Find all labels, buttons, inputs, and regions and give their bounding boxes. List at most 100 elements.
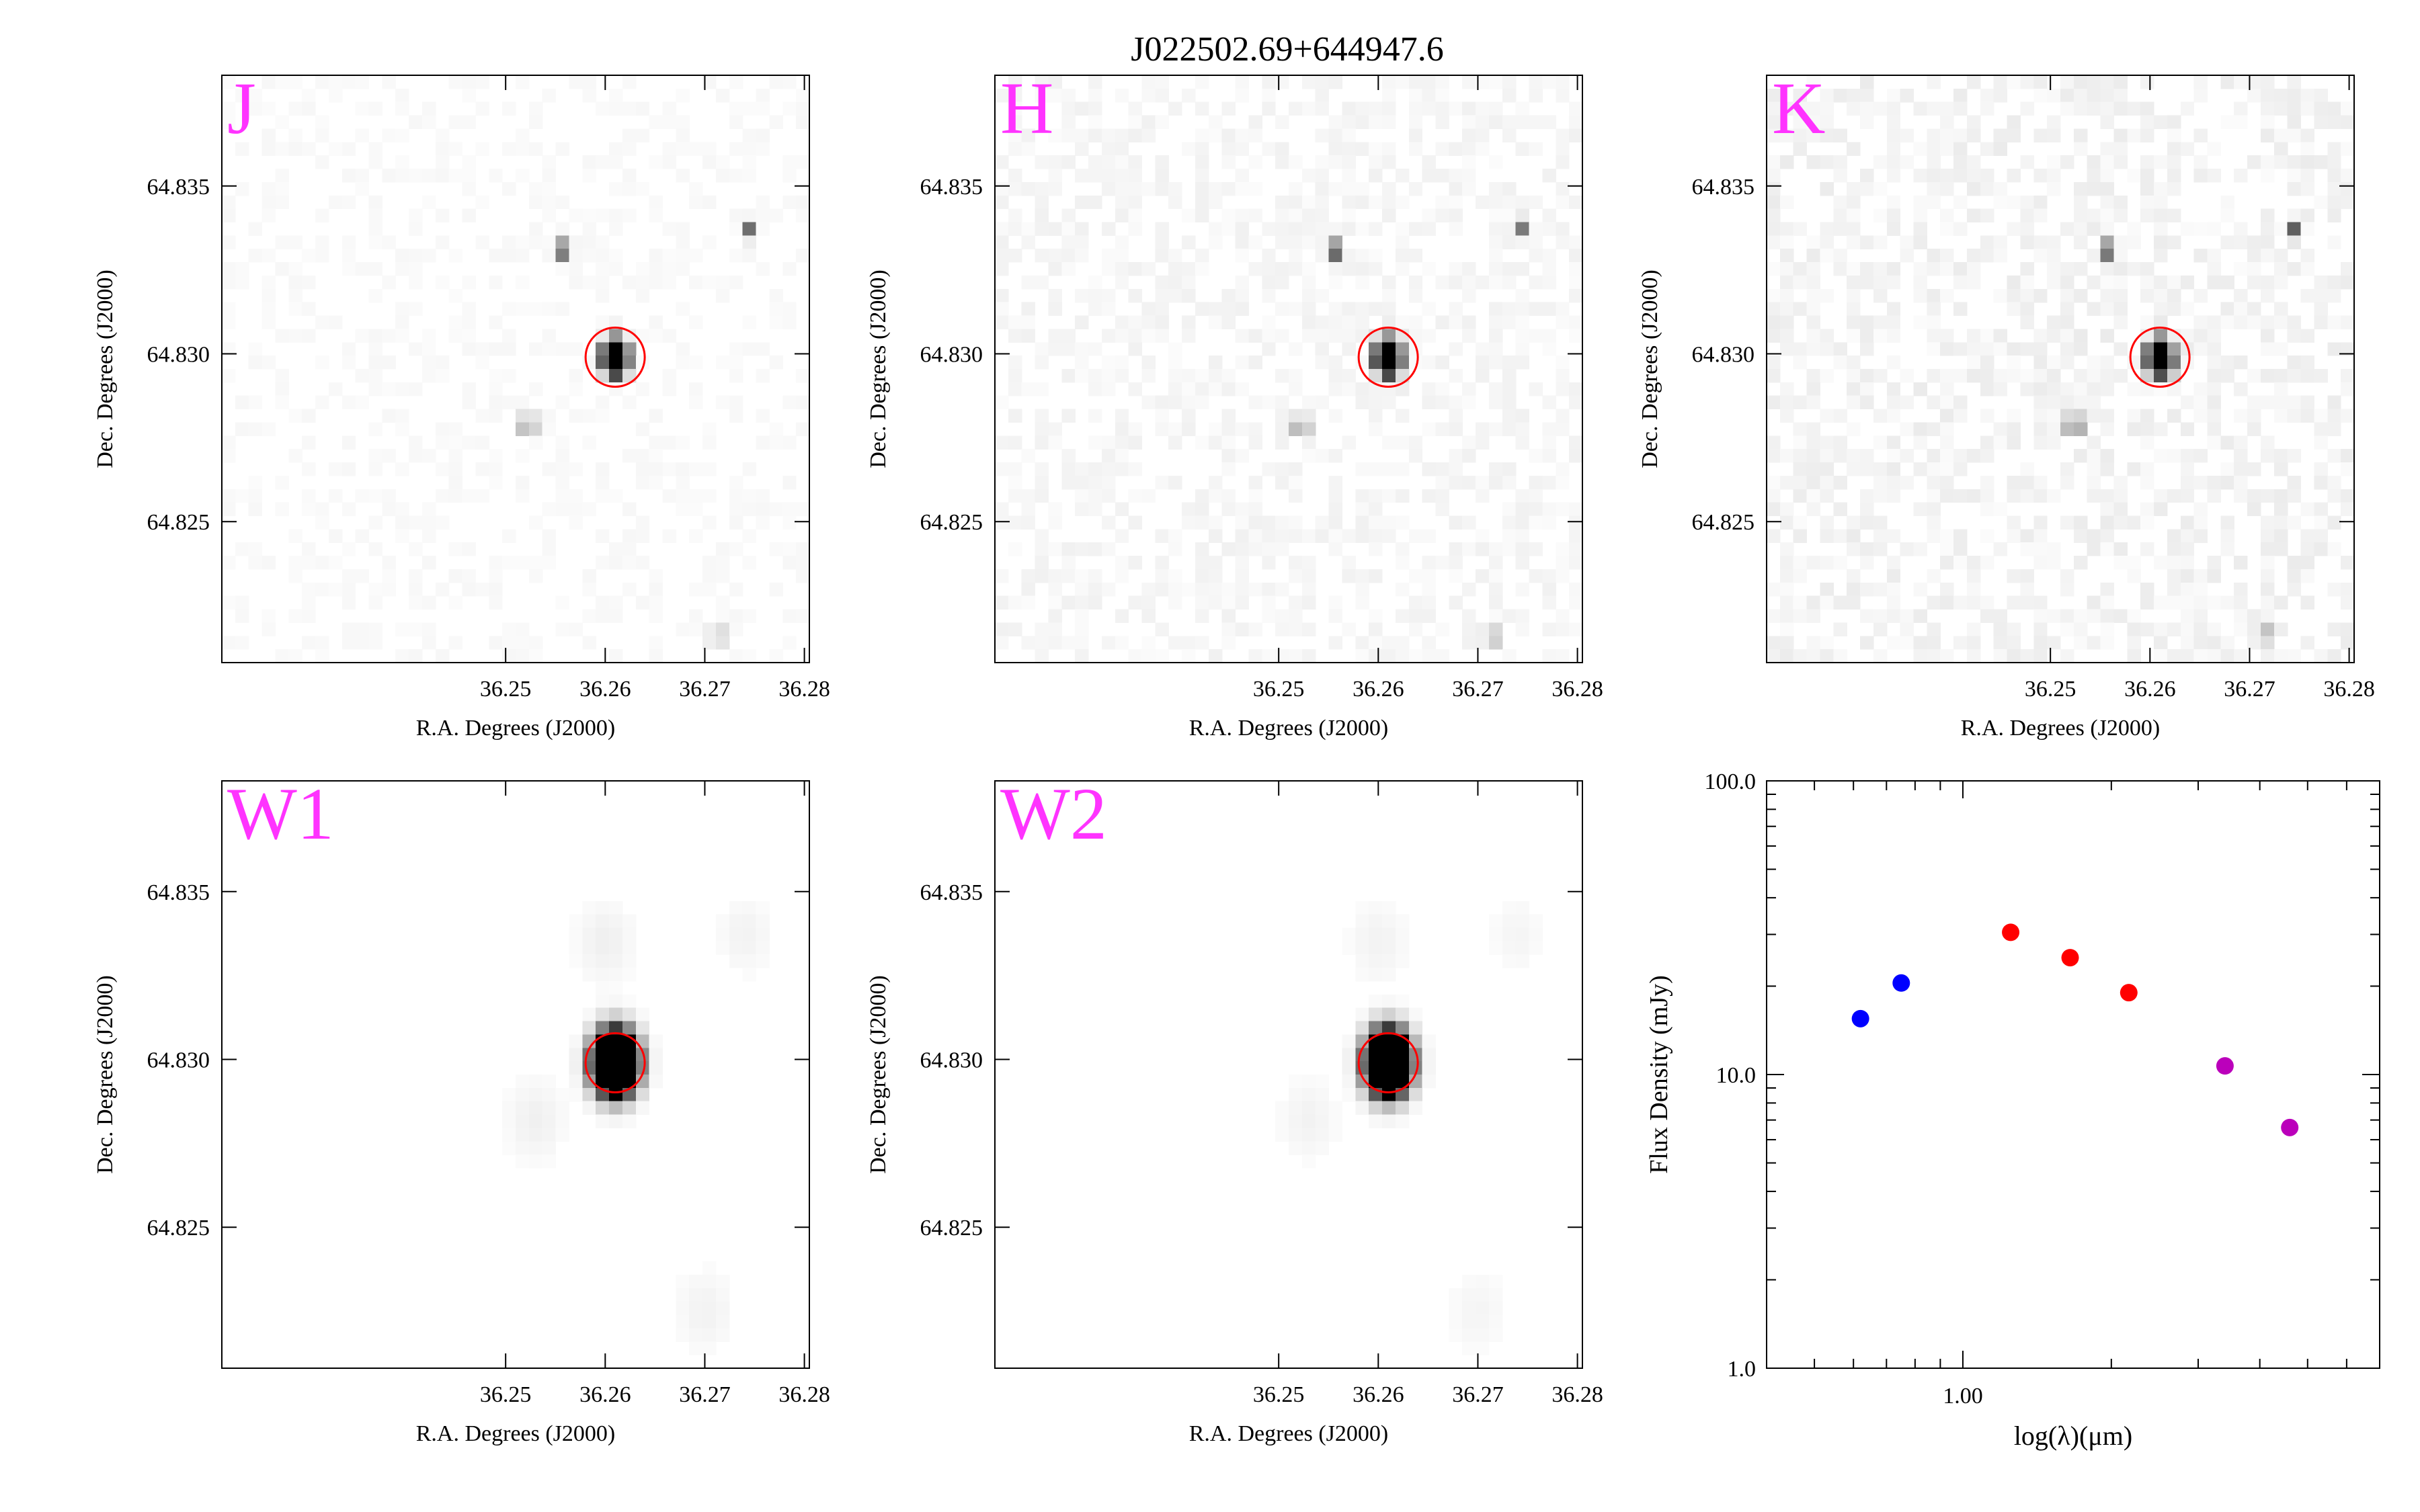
cutout-pixel — [2327, 542, 2341, 556]
cutout-pixel — [2140, 288, 2154, 303]
sed-data-point — [1892, 974, 1910, 992]
cutout-pixel — [715, 275, 730, 290]
cutout-pixel — [1793, 222, 1808, 236]
cutout-pixel — [796, 115, 810, 130]
cutout-pixel — [1382, 954, 1396, 968]
cutout-pixel — [596, 927, 610, 941]
cutout-pixel — [622, 142, 637, 156]
cutout-pixel — [1556, 475, 1570, 490]
cutout-pixel — [2047, 169, 2061, 183]
cutout-pixel — [288, 556, 302, 570]
cutout-pixel — [596, 980, 610, 995]
cutout-pixel — [635, 181, 650, 196]
cutout-pixel — [1195, 382, 1209, 396]
cutout-pixel — [2007, 369, 2021, 383]
cutout-pixel — [462, 569, 477, 583]
cutout-pixel — [2154, 181, 2168, 196]
cutout-pixel — [1779, 395, 1794, 410]
cutout-pixel — [582, 1101, 596, 1116]
cutout-pixel — [2180, 422, 2195, 436]
cutout-pixel — [1806, 369, 1821, 383]
cutout-pixel — [1342, 142, 1356, 156]
y-tick-label: 64.835 — [1692, 175, 1755, 200]
cutout-pixel — [368, 142, 382, 156]
x-tick-label: 1.00 — [1943, 1384, 1983, 1409]
cutout-pixel — [1168, 636, 1182, 650]
cutout-pixel — [1886, 435, 1901, 450]
cutout-pixel — [1806, 595, 1821, 610]
cutout-pixel — [1382, 941, 1396, 955]
cutout-pixel — [1075, 622, 1089, 636]
cutout-pixel — [1847, 329, 1861, 343]
cutout-pixel — [569, 75, 583, 89]
cutout-pixel — [742, 155, 757, 169]
cutout-pixel — [2234, 462, 2248, 476]
cutout-pixel — [275, 382, 289, 396]
cutout-pixel — [609, 329, 623, 343]
cutout-pixel — [1820, 409, 1834, 423]
cutout-pixel — [1833, 622, 1847, 636]
cutout-pixel — [421, 529, 436, 543]
cutout-pixel — [596, 994, 610, 1009]
cutout-pixel — [729, 502, 743, 517]
cutout-pixel — [222, 275, 236, 290]
cutout-pixel — [2327, 342, 2341, 356]
cutout-pixel — [1462, 128, 1476, 142]
cutout-pixel — [1940, 115, 1954, 130]
cutout-pixel — [1779, 449, 1794, 463]
cutout-pixel — [502, 395, 516, 410]
cutout-pixel — [2020, 222, 2034, 236]
cutout-pixel — [2033, 475, 2048, 490]
cutout-pixel — [382, 75, 396, 89]
cutout-pixel — [2220, 195, 2234, 210]
cutout-pixel — [555, 595, 570, 610]
cutout-pixel — [1806, 315, 1821, 330]
cutout-pixel — [635, 288, 650, 303]
cutout-pixel — [1449, 515, 1463, 530]
cutout-pixel — [676, 222, 690, 236]
cutout-pixel — [596, 1048, 610, 1062]
cutout-pixel — [1115, 449, 1129, 463]
cutout-pixel — [1355, 181, 1369, 196]
cutout-pixel — [2154, 422, 2168, 436]
cutout-pixel — [1248, 155, 1262, 169]
cutout-pixel — [1088, 169, 1102, 183]
cutout-pixel — [2260, 542, 2275, 556]
cutout-pixel — [448, 542, 463, 556]
cutout-pixel — [2167, 155, 2181, 169]
cutout-pixel — [1182, 275, 1196, 290]
cutout-pixel — [609, 181, 623, 196]
cutout-pixel — [1061, 542, 1076, 556]
cutout-pixel — [622, 1101, 637, 1116]
cutout-pixel — [1476, 489, 1490, 503]
cutout-pixel — [1195, 542, 1209, 556]
cutout-pixel — [1328, 542, 1343, 556]
cutout-pixel — [1315, 395, 1330, 410]
cutout-pixel — [1940, 181, 1954, 196]
cutout-pixel — [1476, 101, 1490, 116]
cutout-pixel — [2113, 342, 2128, 356]
cutout-pixel — [341, 435, 356, 450]
cutout-pixel — [662, 249, 676, 263]
cutout-pixel — [1168, 395, 1182, 410]
cutout-pixel — [1355, 569, 1369, 583]
cutout-pixel — [729, 142, 743, 156]
cutout-pixel — [1793, 649, 1808, 663]
cutout-pixel — [729, 582, 743, 597]
cutout-pixel — [596, 315, 610, 330]
cutout-pixel — [1328, 489, 1343, 503]
cutout-pixel — [2260, 569, 2275, 583]
cutout-pixel — [1542, 208, 1556, 223]
cutout-pixel — [1395, 1048, 1410, 1062]
cutout-pixel — [248, 422, 263, 436]
cutout-pixel — [475, 142, 489, 156]
cutout-pixel — [1940, 649, 1954, 663]
cutout-pixel — [769, 542, 783, 556]
cutout-pixel — [1502, 927, 1517, 941]
cutout-pixel — [542, 529, 557, 543]
cutout-pixel — [1980, 88, 1994, 103]
x-tick-label: 36.27 — [1452, 1382, 1504, 1407]
cutout-pixel — [1913, 382, 1927, 396]
cutout-pixel — [288, 529, 302, 543]
cutout-pixel — [1408, 249, 1423, 263]
